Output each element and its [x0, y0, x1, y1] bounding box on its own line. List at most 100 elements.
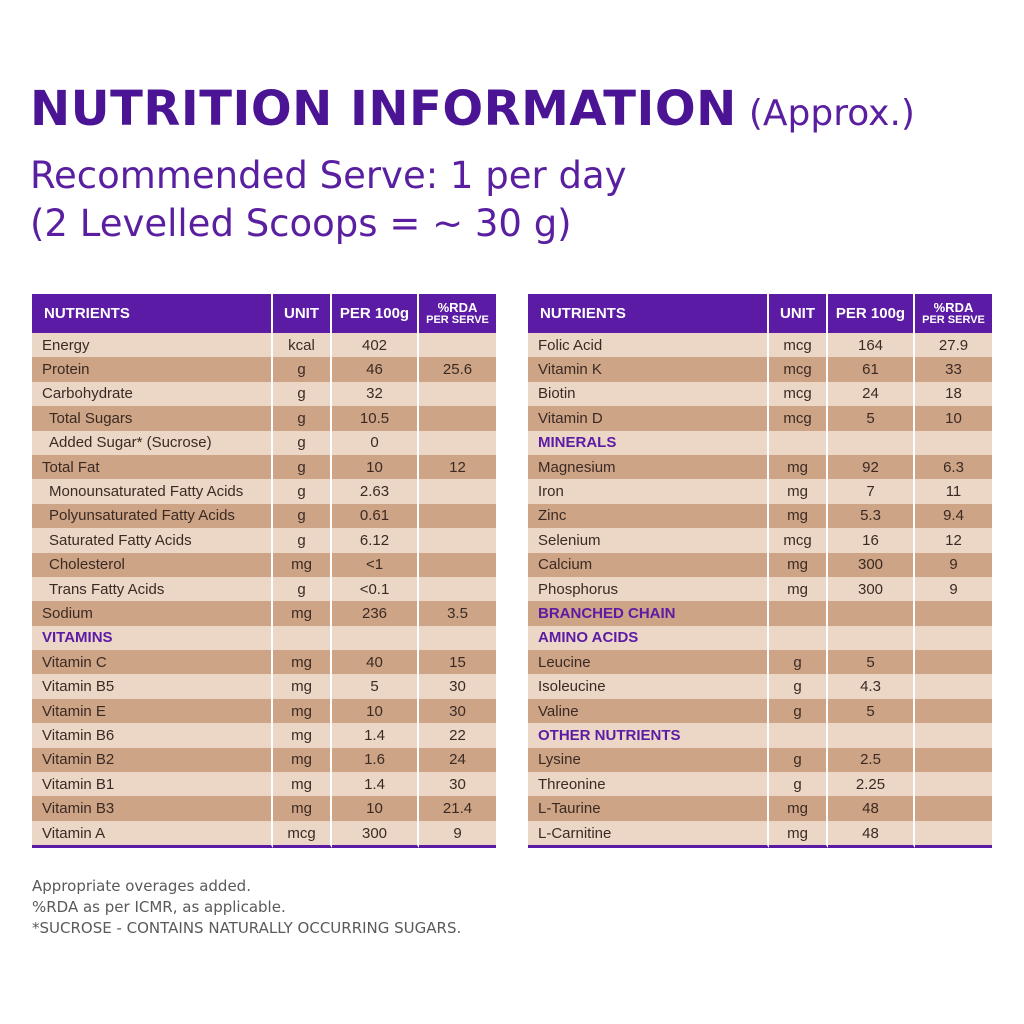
- nutrient-rda: 12: [419, 454, 496, 480]
- table-row: Cholesterol mg <1: [32, 552, 496, 577]
- nutrient-per100: 7: [828, 479, 915, 504]
- nutrient-unit: g: [769, 747, 828, 773]
- nutrient-name: Threonine: [528, 772, 769, 797]
- nutrient-unit: mcg: [769, 406, 828, 431]
- section-row: OTHER NUTRIENTS: [528, 723, 992, 748]
- nutrient-name: Leucine: [528, 650, 769, 675]
- nutrient-per100: 402: [332, 333, 419, 358]
- nutrient-per100: 5: [828, 406, 915, 431]
- nutrient-per100: 2.5: [828, 747, 915, 773]
- nutrient-unit: mg: [273, 698, 332, 724]
- nutrient-rda: [419, 528, 496, 553]
- nutrient-unit: g: [273, 503, 332, 529]
- footnote-rda: %RDA as per ICMR, as applicable.: [32, 898, 286, 916]
- nutrient-name: Carbohydrate: [32, 381, 273, 407]
- nutrient-unit: [769, 601, 828, 626]
- nutrient-rda: 27.9: [915, 333, 992, 358]
- table-row: Total Fat g 10 12: [32, 454, 496, 480]
- nutrient-rda: 15: [419, 650, 496, 675]
- nutrient-unit: g: [273, 528, 332, 553]
- table-row: Magnesium mg 92 6.3: [528, 454, 992, 480]
- nutrient-name: BRANCHED CHAIN: [528, 601, 769, 626]
- nutrient-unit: mg: [273, 723, 332, 748]
- section-row: AMINO ACIDS: [528, 625, 992, 651]
- nutrient-per100: 4.3: [828, 674, 915, 699]
- nutrient-name: Energy: [32, 333, 273, 358]
- col-unit-header: UNIT: [273, 294, 332, 333]
- table-row: Phosphorus mg 300 9: [528, 576, 992, 602]
- nutrition-table-left: NUTRIENTS UNIT PER 100g %RDA PER SERVE En…: [32, 294, 496, 849]
- nutrient-name: Vitamin K: [528, 357, 769, 382]
- nutrient-unit: mg: [769, 552, 828, 577]
- nutrient-unit: mg: [769, 503, 828, 529]
- nutrient-name: Selenium: [528, 528, 769, 553]
- nutrient-per100: 5: [828, 650, 915, 675]
- table-row: Isoleucine g 4.3: [528, 674, 992, 699]
- nutrient-unit: [769, 430, 828, 455]
- nutrient-rda: 9.4: [915, 503, 992, 529]
- nutrient-name: OTHER NUTRIENTS: [528, 723, 769, 748]
- nutrient-per100: 2.25: [828, 772, 915, 797]
- table-row: Iron mg 7 11: [528, 479, 992, 504]
- nutrient-rda: 9: [419, 820, 496, 849]
- nutrient-unit: [273, 625, 332, 651]
- table-row: L-Taurine mg 48: [528, 796, 992, 821]
- nutrient-per100: 6.12: [332, 528, 419, 553]
- nutrient-unit: mg: [769, 820, 828, 849]
- nutrient-name: VITAMINS: [32, 625, 273, 651]
- table-row: Folic Acid mcg 164 27.9: [528, 333, 992, 358]
- table-row: Polyunsaturated Fatty Acids g 0.61: [32, 503, 496, 529]
- nutrient-rda: [915, 723, 992, 748]
- nutrient-name: Added Sugar* (Sucrose): [32, 430, 273, 455]
- nutrient-name: Protein: [32, 357, 273, 382]
- nutrient-rda: [915, 698, 992, 724]
- table-row: Trans Fatty Acids g <0.1: [32, 576, 496, 602]
- table-row: Selenium mcg 16 12: [528, 528, 992, 553]
- footnote-overages: Appropriate overages added.: [32, 877, 251, 895]
- nutrient-name: Iron: [528, 479, 769, 504]
- table-row: Biotin mcg 24 18: [528, 381, 992, 407]
- nutrient-per100: 61: [828, 357, 915, 382]
- nutrient-rda: 10: [915, 406, 992, 431]
- nutrient-per100: 1.6: [332, 747, 419, 773]
- table-row: Vitamin B3 mg 10 21.4: [32, 796, 496, 821]
- table-row: Vitamin B1 mg 1.4 30: [32, 772, 496, 797]
- col-per100-header: PER 100g: [828, 294, 915, 333]
- nutrient-rda: 9: [915, 576, 992, 602]
- nutrient-name: Cholesterol: [32, 552, 273, 577]
- col-unit-header: UNIT: [769, 294, 828, 333]
- nutrient-unit: mcg: [769, 528, 828, 553]
- nutrient-unit: mg: [769, 454, 828, 480]
- col-rda-header: %RDA PER SERVE: [915, 294, 992, 333]
- nutrient-rda: [915, 430, 992, 455]
- nutrient-per100: 5: [828, 698, 915, 724]
- nutrient-per100: 48: [828, 796, 915, 821]
- nutrient-unit: mcg: [273, 820, 332, 849]
- nutrient-rda: [915, 650, 992, 675]
- table-header-row: NUTRIENTS UNIT PER 100g %RDA PER SERVE: [32, 294, 496, 333]
- nutrient-per100: 0.61: [332, 503, 419, 529]
- nutrient-rda: 21.4: [419, 796, 496, 821]
- nutrient-name: MINERALS: [528, 430, 769, 455]
- scoop-info: (2 Levelled Scoops = ~ 30 g): [30, 202, 572, 245]
- nutrient-per100: 1.4: [332, 772, 419, 797]
- nutrient-name: Valine: [528, 698, 769, 724]
- nutrient-unit: g: [273, 430, 332, 455]
- table-row: Protein g 46 25.6: [32, 357, 496, 382]
- nutrient-rda: [915, 601, 992, 626]
- table-row: Added Sugar* (Sucrose) g 0: [32, 430, 496, 455]
- nutrient-per100: 0: [332, 430, 419, 455]
- nutrient-per100: [828, 430, 915, 455]
- rda-sublabel: PER SERVE: [922, 313, 985, 326]
- nutrient-rda: 11: [915, 479, 992, 504]
- nutrient-per100: 300: [828, 576, 915, 602]
- nutrient-unit: mg: [273, 747, 332, 773]
- nutrient-rda: [915, 747, 992, 773]
- nutrient-per100: 48: [828, 820, 915, 849]
- nutrient-per100: <0.1: [332, 576, 419, 602]
- nutrient-unit: mg: [769, 479, 828, 504]
- nutrient-rda: [915, 625, 992, 651]
- table-row: Saturated Fatty Acids g 6.12: [32, 528, 496, 553]
